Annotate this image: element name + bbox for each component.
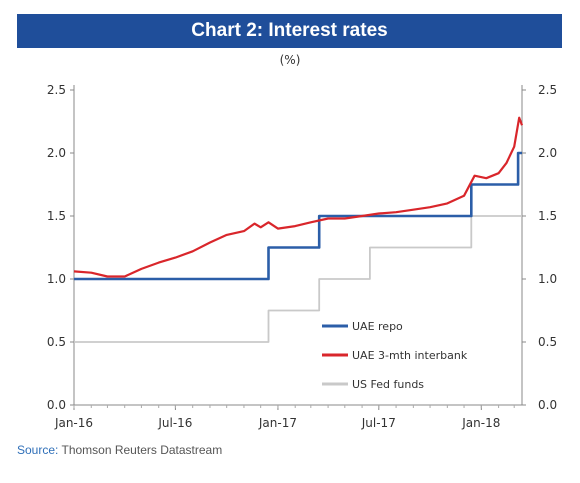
x-tick-label: Jan-18 xyxy=(461,416,500,430)
x-tick-label: Jul-17 xyxy=(361,416,396,430)
y-tick-label-left: 1.5 xyxy=(47,209,66,223)
series-line-uae-3-mth-interbank xyxy=(73,116,524,278)
source-note: Source: Thomson Reuters Datastream xyxy=(17,443,222,457)
y-tick-label-right: 0.0 xyxy=(538,398,557,412)
y-tick-label-left: 0.5 xyxy=(47,335,66,349)
series-line-uae-repo xyxy=(74,151,522,281)
y-tick-label-right: 1.0 xyxy=(538,272,557,286)
source-label: Source: xyxy=(17,443,59,457)
y-tick-label-left: 1.0 xyxy=(47,272,66,286)
source-text: Thomson Reuters Datastream xyxy=(61,443,223,457)
y-tick-label-right: 2.5 xyxy=(538,83,557,97)
y-tick-label-left: 0.0 xyxy=(47,398,66,412)
series-line-us-fed-funds xyxy=(74,215,522,343)
legend-label: US Fed funds xyxy=(352,378,424,391)
y-tick-label-right: 2.0 xyxy=(538,146,557,160)
series-layer xyxy=(73,116,524,343)
x-tick-label: Jul-16 xyxy=(157,416,192,430)
x-tick-label: Jan-17 xyxy=(258,416,297,430)
legend-label: UAE repo xyxy=(352,320,403,333)
legend-label: UAE 3-mth interbank xyxy=(352,349,468,362)
y-tick-label-left: 2.5 xyxy=(47,83,66,97)
y-tick-label-right: 1.5 xyxy=(538,209,557,223)
y-tick-label-right: 0.5 xyxy=(538,335,557,349)
y-tick-label-left: 2.0 xyxy=(47,146,66,160)
unit-label: (%) xyxy=(280,53,301,67)
x-tick-label: Jan-16 xyxy=(54,416,93,430)
legend: UAE repo UAE 3-mth interbank US Fed funds xyxy=(322,320,468,391)
axes: 0.0 0.5 1.0 1.5 2.0 2.5 0.0 0.5 1.0 1.5 2.0 2.5 Jan-… xyxy=(47,83,557,430)
chart-title: Chart 2: Interest rates xyxy=(17,14,562,48)
